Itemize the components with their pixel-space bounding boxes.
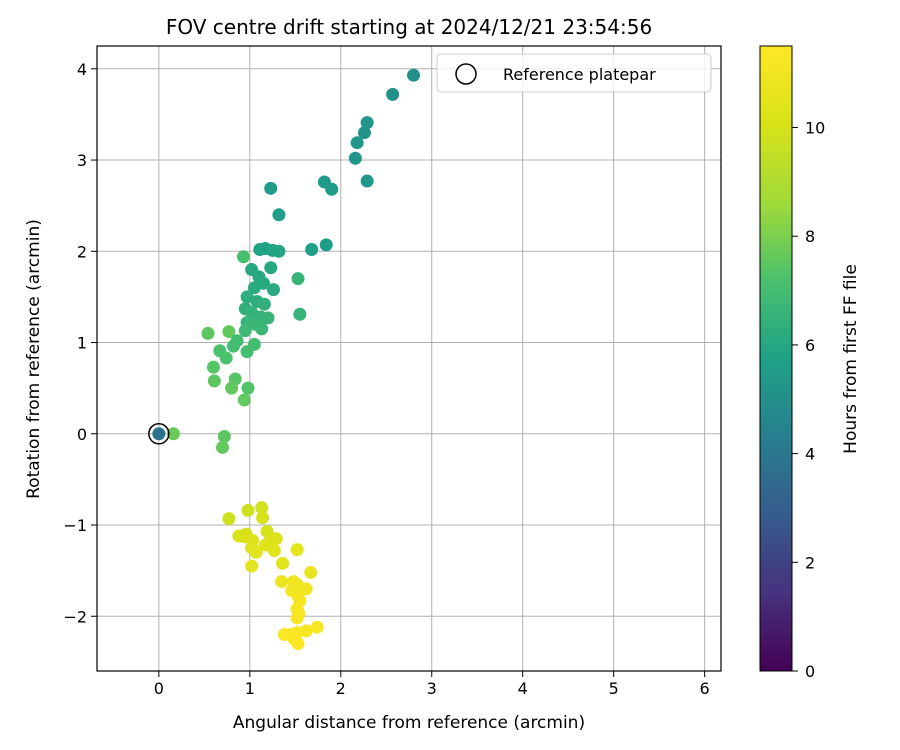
data-point [276, 556, 290, 570]
data-point [152, 427, 166, 441]
y-axis: −2 −1 0 1 2 3 4 [63, 60, 97, 626]
data-point [325, 182, 339, 196]
data-point [291, 272, 305, 286]
colorbar-label: Hours from first FF file [841, 264, 861, 454]
data-point [360, 116, 374, 130]
data-point [304, 565, 318, 579]
data-point [310, 620, 324, 634]
x-axis: 0 1 2 3 4 5 6 [154, 671, 710, 698]
data-point [269, 532, 283, 546]
x-tick-label: 2 [336, 679, 346, 698]
data-point [225, 381, 239, 395]
data-point [255, 501, 269, 515]
y-tick-label: 2 [77, 242, 87, 261]
legend-entry-reference-platepar: Reference platepar [503, 65, 656, 84]
data-point [257, 297, 271, 311]
data-point [275, 575, 289, 589]
data-point [290, 611, 304, 625]
data-point [272, 208, 286, 222]
data-point [264, 261, 278, 275]
colorbar-tick-label: 0 [805, 662, 815, 681]
plot-frame [96, 45, 722, 672]
data-point [240, 290, 254, 304]
data-point [240, 345, 254, 359]
colorbar-tick-label: 6 [805, 336, 815, 355]
data-point [249, 545, 263, 559]
data-point [222, 325, 236, 339]
x-tick-label: 1 [245, 679, 255, 698]
reference-platepar-marker [148, 423, 170, 445]
colorbar-gradient [759, 45, 793, 672]
data-points [148, 68, 421, 651]
colorbar-tick-label: 10 [805, 119, 825, 138]
data-point [261, 311, 275, 325]
y-tick-label: 1 [77, 334, 87, 353]
data-point [166, 427, 180, 441]
data-point [407, 68, 421, 82]
data-point [222, 512, 236, 526]
data-point [219, 351, 233, 365]
data-point [206, 360, 220, 374]
y-tick-label: 4 [77, 60, 87, 79]
data-point [217, 430, 231, 444]
y-tick-label: 0 [77, 425, 87, 444]
data-point [237, 393, 251, 407]
legend-box [436, 53, 712, 93]
x-tick-label: 3 [427, 679, 437, 698]
colorbar-tick-label: 8 [805, 227, 815, 246]
y-tick-label: −2 [63, 607, 87, 626]
data-point [348, 151, 362, 165]
data-point [245, 559, 259, 573]
data-point [357, 126, 371, 140]
grid [97, 46, 721, 671]
data-point [264, 181, 278, 195]
colorbar-tick-label: 2 [805, 553, 815, 572]
colorbar-tick-label: 4 [805, 445, 815, 464]
data-point [267, 544, 281, 558]
colorbar-ticks: 0 2 4 6 8 10 [792, 119, 825, 681]
data-point [291, 637, 305, 651]
x-tick-label: 4 [518, 679, 528, 698]
x-tick-label: 0 [154, 679, 164, 698]
data-point [236, 250, 250, 264]
y-axis-label: Rotation from reference (arcmin) [24, 219, 44, 499]
x-axis-label: Angular distance from reference (arcmin) [233, 713, 585, 733]
data-point [305, 242, 319, 256]
data-point [255, 322, 269, 336]
x-tick-label: 6 [700, 679, 710, 698]
legend-marker-circle [455, 63, 477, 85]
data-point [386, 87, 400, 101]
x-tick-label: 5 [609, 679, 619, 698]
y-tick-label: 3 [77, 151, 87, 170]
data-point [319, 238, 333, 252]
data-point [360, 174, 374, 188]
data-point [293, 307, 307, 321]
data-point [290, 543, 304, 557]
data-point [238, 324, 252, 338]
legend[interactable]: Reference platepar [436, 53, 712, 93]
y-tick-label: −1 [63, 516, 87, 535]
data-point [266, 283, 280, 297]
data-point [226, 339, 240, 353]
data-point [201, 326, 215, 340]
data-point [256, 511, 270, 525]
chart-title: FOV centre drift starting at 2024/12/21 … [166, 15, 652, 39]
data-point [216, 440, 230, 454]
data-point [350, 136, 364, 150]
data-point [241, 381, 255, 395]
data-point [241, 503, 255, 517]
data-point [272, 244, 286, 258]
data-point [207, 374, 221, 388]
colorbar: 0 2 4 6 8 10 Hours from first FF file [759, 45, 861, 681]
data-point [247, 281, 261, 295]
